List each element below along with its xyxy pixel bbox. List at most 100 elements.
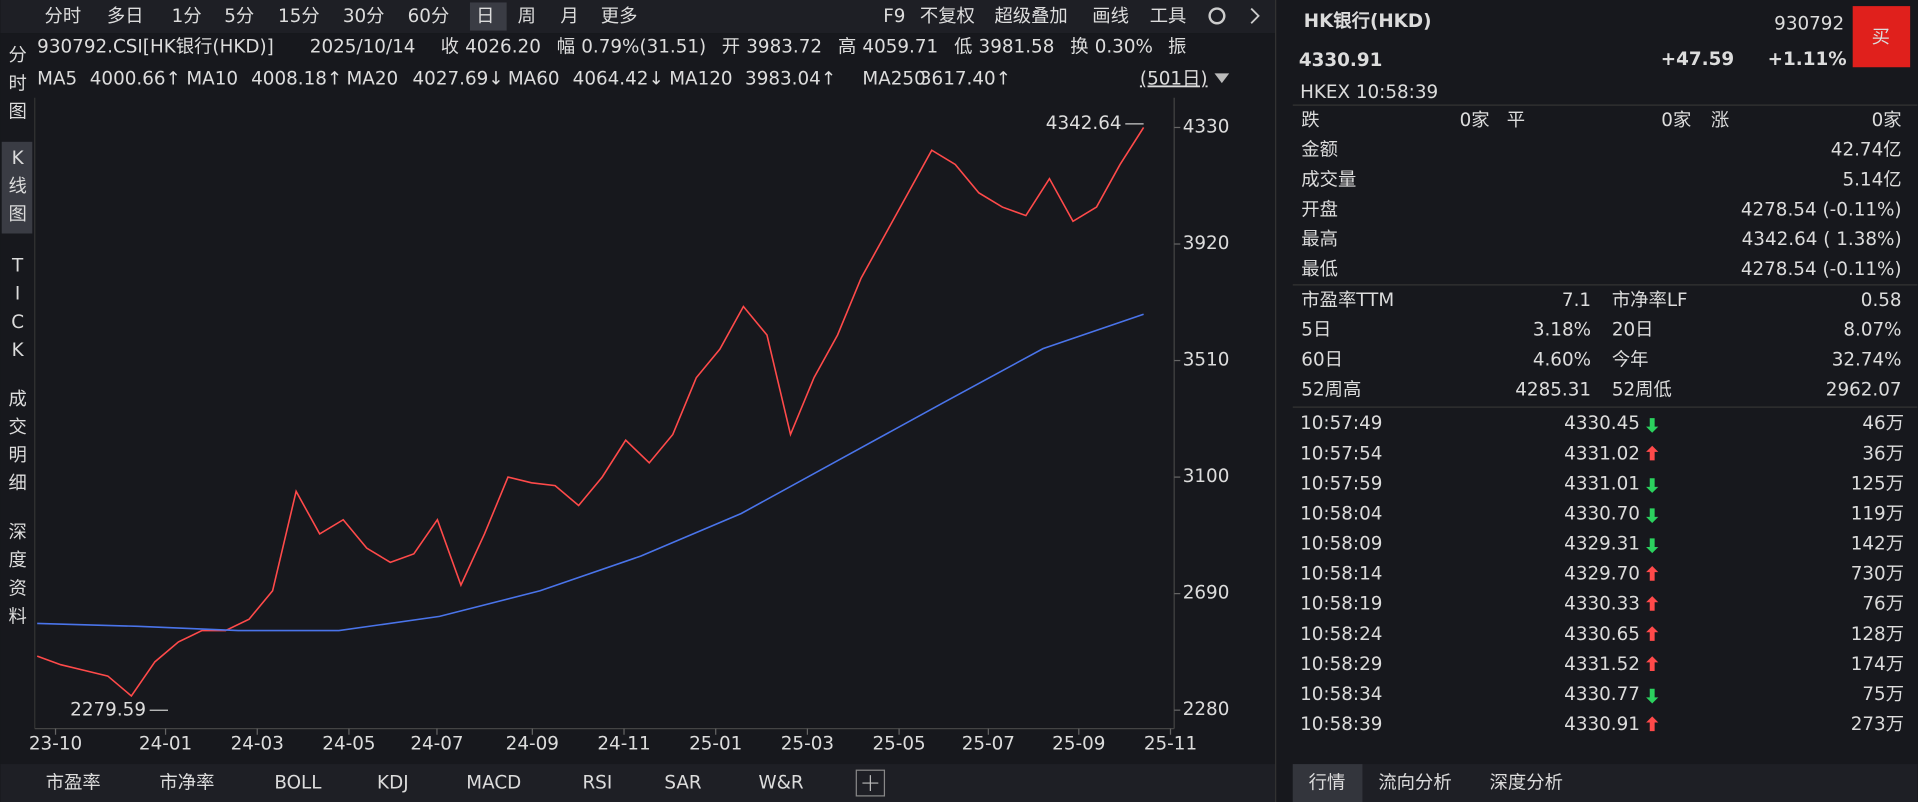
stat-label: 52周低 bbox=[1612, 380, 1672, 401]
trade-price: 4330.77 bbox=[1564, 684, 1640, 705]
side-tab[interactable]: 成交明细 bbox=[8, 389, 26, 494]
period-tab[interactable]: 1分 bbox=[172, 6, 202, 27]
trade-time: 10:58:39 bbox=[1300, 714, 1382, 735]
y-tick-label: 2690 bbox=[1183, 583, 1230, 604]
add-indicator[interactable] bbox=[855, 769, 886, 797]
x-tick-label: 24-03 bbox=[231, 734, 284, 755]
panel-tab[interactable]: 流向分析 bbox=[1378, 773, 1451, 794]
x-tick-label: 25-03 bbox=[781, 734, 834, 755]
period-tab[interactable]: 日 bbox=[476, 6, 494, 27]
quote-date: 2025/10/14 bbox=[310, 37, 416, 58]
tool-button[interactable]: 不复权 bbox=[920, 6, 975, 27]
period-tab[interactable]: 更多 bbox=[601, 6, 638, 27]
ma-value: 4027.69↓ bbox=[413, 68, 504, 89]
x-tick-label: 24-11 bbox=[597, 734, 650, 755]
next-icon[interactable] bbox=[1250, 7, 1260, 24]
period-tab[interactable]: 周 bbox=[518, 6, 536, 27]
trade-direction bbox=[1646, 656, 1659, 671]
dropdown-icon[interactable] bbox=[1214, 73, 1230, 84]
trade-price: 4329.70 bbox=[1564, 564, 1640, 585]
active-side-tab bbox=[1, 141, 33, 234]
trade-time: 10:58:19 bbox=[1300, 594, 1382, 615]
trade-time: 10:57:59 bbox=[1300, 473, 1382, 494]
trade-direction bbox=[1646, 688, 1659, 704]
trade-price: 4330.45 bbox=[1564, 413, 1640, 434]
stat-label: 今年 bbox=[1612, 350, 1649, 371]
trade-price: 4330.91 bbox=[1564, 714, 1640, 735]
trade-volume: 128万 bbox=[1851, 624, 1904, 645]
tool-button[interactable]: 超级叠加 bbox=[994, 6, 1067, 27]
ma-name: MA20 bbox=[346, 68, 398, 89]
stat-label: 5日 bbox=[1301, 320, 1331, 341]
side-tab[interactable]: 分时图 bbox=[8, 45, 26, 122]
period-tab[interactable]: 5分 bbox=[224, 6, 254, 27]
trade-direction bbox=[1646, 508, 1659, 524]
panel-tab[interactable]: 深度分析 bbox=[1490, 773, 1563, 794]
ma-value: 4008.18↑ bbox=[251, 68, 342, 89]
buy-button[interactable] bbox=[1852, 6, 1911, 68]
breadth-value: 0家 bbox=[1872, 110, 1902, 131]
indicator-tab[interactable]: BOLL bbox=[274, 773, 322, 794]
trade-price: 4331.01 bbox=[1564, 473, 1640, 494]
stat-value: 4.60% bbox=[1533, 350, 1591, 371]
trade-price: 4329.31 bbox=[1564, 534, 1640, 555]
trade-time: 10:57:49 bbox=[1300, 413, 1382, 434]
ma-name: MA5 bbox=[37, 68, 77, 89]
stat-label: 最高 bbox=[1301, 229, 1338, 250]
x-tick-label: 25-01 bbox=[689, 734, 742, 755]
period-tab[interactable]: 月 bbox=[560, 6, 578, 27]
period-tab[interactable]: 60分 bbox=[408, 6, 450, 27]
stat-value: 0.58 bbox=[1861, 290, 1902, 311]
x-tick-label: 25-07 bbox=[962, 734, 1015, 755]
info-value: 3983.72 bbox=[746, 37, 822, 58]
trade-volume: 76万 bbox=[1862, 594, 1904, 615]
stat-value: 7.1 bbox=[1562, 290, 1591, 311]
period-count[interactable]: (501日) bbox=[1140, 68, 1208, 89]
tool-button[interactable]: 工具 bbox=[1150, 6, 1187, 27]
side-tab[interactable]: K 线图 bbox=[8, 148, 26, 225]
trade-volume: 36万 bbox=[1862, 443, 1904, 464]
indicator-tab[interactable]: RSI bbox=[582, 773, 612, 794]
indicator-tab[interactable]: SAR bbox=[664, 773, 702, 794]
info-label: 振 bbox=[1168, 37, 1186, 58]
info-label: 低 bbox=[954, 37, 972, 58]
ma-value: 4064.42↓ bbox=[573, 68, 664, 89]
period-tab[interactable]: 30分 bbox=[343, 6, 385, 27]
period-tab[interactable]: 多日 bbox=[107, 6, 144, 27]
plus-icon bbox=[862, 775, 879, 791]
trade-time: 10:58:09 bbox=[1300, 534, 1382, 555]
indicator-tab[interactable]: KDJ bbox=[377, 773, 409, 794]
trade-direction bbox=[1646, 626, 1659, 641]
tool-button[interactable]: F9 bbox=[883, 6, 905, 27]
security-code: 930792 bbox=[1774, 13, 1844, 34]
period-tab[interactable]: 分时 bbox=[45, 6, 82, 27]
buy-label[interactable]: 买 bbox=[1872, 27, 1890, 48]
period-tab[interactable]: 15分 bbox=[278, 6, 320, 27]
trade-volume: 273万 bbox=[1851, 714, 1904, 735]
info-value: 0.79%(31.51) bbox=[581, 37, 706, 58]
exchange-time: HKEX 10:58:39 bbox=[1300, 82, 1438, 103]
indicator-tab[interactable]: 市净率 bbox=[159, 773, 214, 794]
breadth-label: 涨 bbox=[1711, 110, 1729, 131]
last-price: 4330.91 bbox=[1299, 50, 1382, 71]
indicator-tab[interactable]: W&R bbox=[758, 773, 803, 794]
trade-direction bbox=[1646, 445, 1659, 461]
indicator-tab[interactable]: 市盈率 bbox=[46, 773, 101, 794]
side-tab[interactable]: 深度资料 bbox=[8, 522, 26, 627]
x-tick-label: 24-09 bbox=[506, 734, 559, 755]
tool-button[interactable]: 画线 bbox=[1092, 6, 1129, 27]
settings-icon[interactable] bbox=[1208, 7, 1226, 25]
active-tab bbox=[1292, 764, 1363, 802]
security-code: 930792.CSI[HK银行(HKD)] bbox=[37, 37, 274, 58]
y-tick-label: 3100 bbox=[1183, 466, 1230, 487]
indicator-tab[interactable]: MACD bbox=[466, 773, 521, 794]
trade-price: 4331.52 bbox=[1564, 654, 1640, 675]
stat-value: 42.74亿 bbox=[1831, 139, 1902, 160]
y-tick-label: 4330 bbox=[1183, 116, 1230, 137]
panel-tab[interactable]: 行情 bbox=[1309, 773, 1346, 794]
info-label: 幅 bbox=[557, 37, 575, 58]
